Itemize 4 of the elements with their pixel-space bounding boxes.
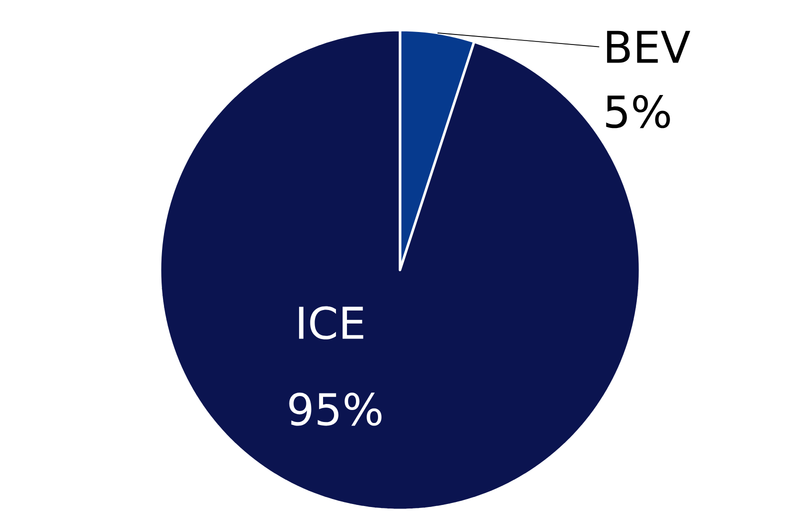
slice-label: ICE bbox=[299, 306, 364, 340]
data-label: 95% bbox=[289, 392, 382, 426]
slice-label: BEV bbox=[607, 30, 690, 63]
data-label: 5% bbox=[606, 95, 670, 128]
